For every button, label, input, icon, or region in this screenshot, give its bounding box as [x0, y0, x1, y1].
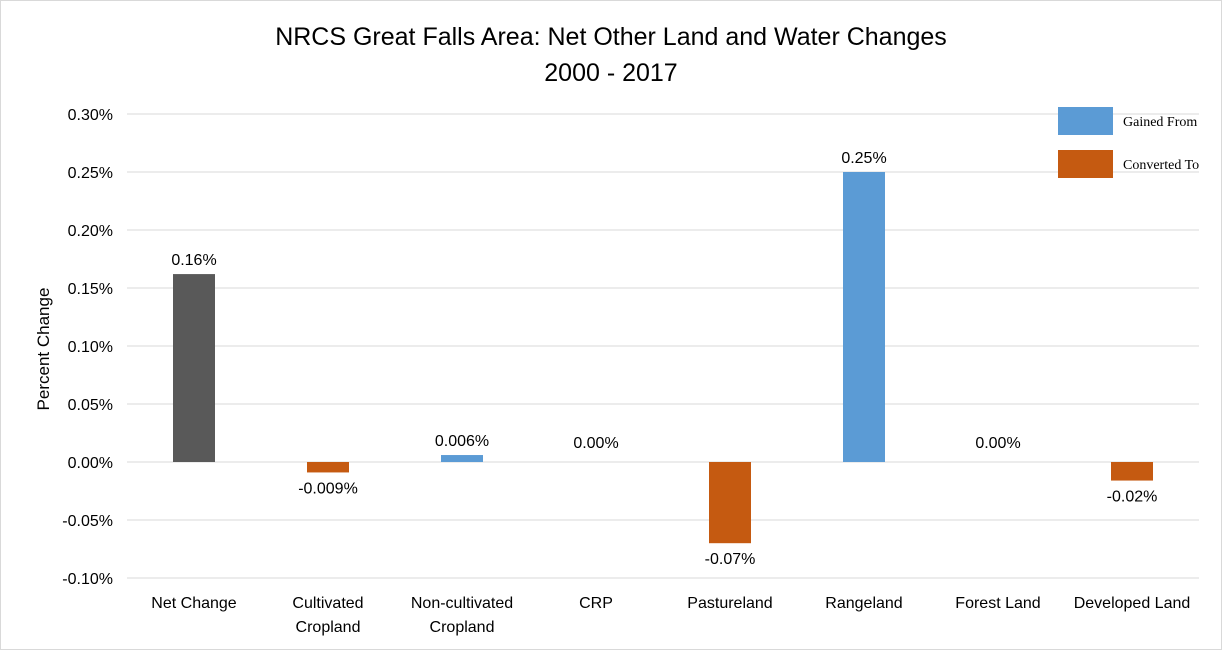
x-category-label: Cultivated — [292, 595, 363, 612]
y-axis-title: Percent Change — [34, 288, 53, 411]
data-label: 0.00% — [573, 435, 618, 452]
y-tick-label: 0.05% — [68, 397, 113, 414]
x-category-label: Cropland — [430, 619, 495, 636]
y-tick-label: 0.30% — [68, 107, 113, 124]
x-axis-categories: Net Change Cultivated Cropland Non-cultivat… — [151, 595, 1190, 636]
x-category-label: Cropland — [296, 619, 361, 636]
legend-label: Converted To — [1123, 158, 1199, 173]
x-category-label: Non-cultivated — [411, 595, 513, 612]
data-label: 0.16% — [171, 252, 216, 269]
bar — [1111, 462, 1153, 481]
bar — [173, 274, 215, 462]
data-label: 0.25% — [841, 150, 886, 167]
data-label: 0.00% — [975, 435, 1020, 452]
x-category-label: Rangeland — [825, 595, 902, 612]
y-tick-label: -0.05% — [62, 513, 113, 530]
x-category-label: Forest Land — [955, 595, 1040, 612]
data-label: -0.07% — [705, 551, 756, 568]
data-label: 0.006% — [435, 433, 489, 450]
x-category-label: Pastureland — [687, 595, 772, 612]
bar — [307, 462, 349, 473]
legend-swatch — [1058, 107, 1113, 135]
x-category-label: Developed Land — [1074, 595, 1191, 612]
chart-title-line: 2000 - 2017 — [544, 59, 677, 87]
bar — [441, 455, 483, 462]
legend: Gained From Converted To — [1058, 107, 1199, 178]
x-category-label: CRP — [579, 595, 613, 612]
y-tick-label: -0.10% — [62, 571, 113, 588]
y-tick-label: 0.25% — [68, 165, 113, 182]
legend-swatch — [1058, 150, 1113, 178]
chart-title-line: NRCS Great Falls Area: Net Other Land an… — [275, 23, 947, 51]
data-label: -0.009% — [298, 480, 358, 497]
y-axis-ticks: 0.30% 0.25% 0.20% 0.15% 0.10% 0.05% 0.00% -0.05… — [62, 107, 113, 588]
y-tick-label: 0.00% — [68, 455, 113, 472]
bar — [843, 172, 885, 462]
y-tick-label: 0.15% — [68, 281, 113, 298]
bar — [709, 462, 751, 544]
x-category-label: Net Change — [151, 595, 236, 612]
data-labels: 0.16% -0.009% 0.006% 0.00% -0.07% 0.25% 0.00% -… — [171, 150, 1157, 568]
legend-label: Gained From — [1123, 115, 1197, 130]
bars — [173, 172, 1153, 544]
y-tick-label: 0.20% — [68, 223, 113, 240]
data-label: -0.02% — [1107, 489, 1158, 506]
gridlines — [127, 113, 1199, 579]
chart-title: NRCS Great Falls Area: Net Other Land an… — [275, 23, 947, 87]
y-tick-label: 0.10% — [68, 339, 113, 356]
